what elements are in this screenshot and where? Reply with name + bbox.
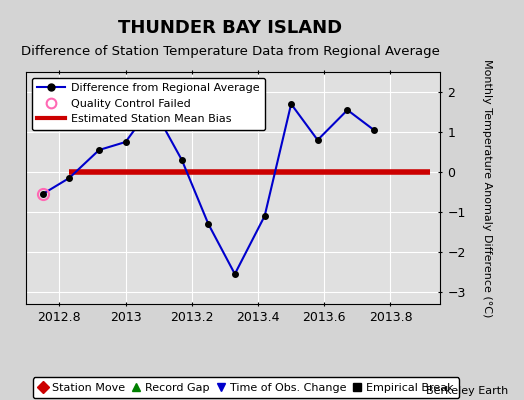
Text: Difference of Station Temperature Data from Regional Average: Difference of Station Temperature Data f… xyxy=(21,46,440,58)
Text: THUNDER BAY ISLAND: THUNDER BAY ISLAND xyxy=(118,19,343,37)
Text: Berkeley Earth: Berkeley Earth xyxy=(426,386,508,396)
Y-axis label: Monthly Temperature Anomaly Difference (°C): Monthly Temperature Anomaly Difference (… xyxy=(483,59,493,317)
Legend: Station Move, Record Gap, Time of Obs. Change, Empirical Break: Station Move, Record Gap, Time of Obs. C… xyxy=(33,377,460,398)
